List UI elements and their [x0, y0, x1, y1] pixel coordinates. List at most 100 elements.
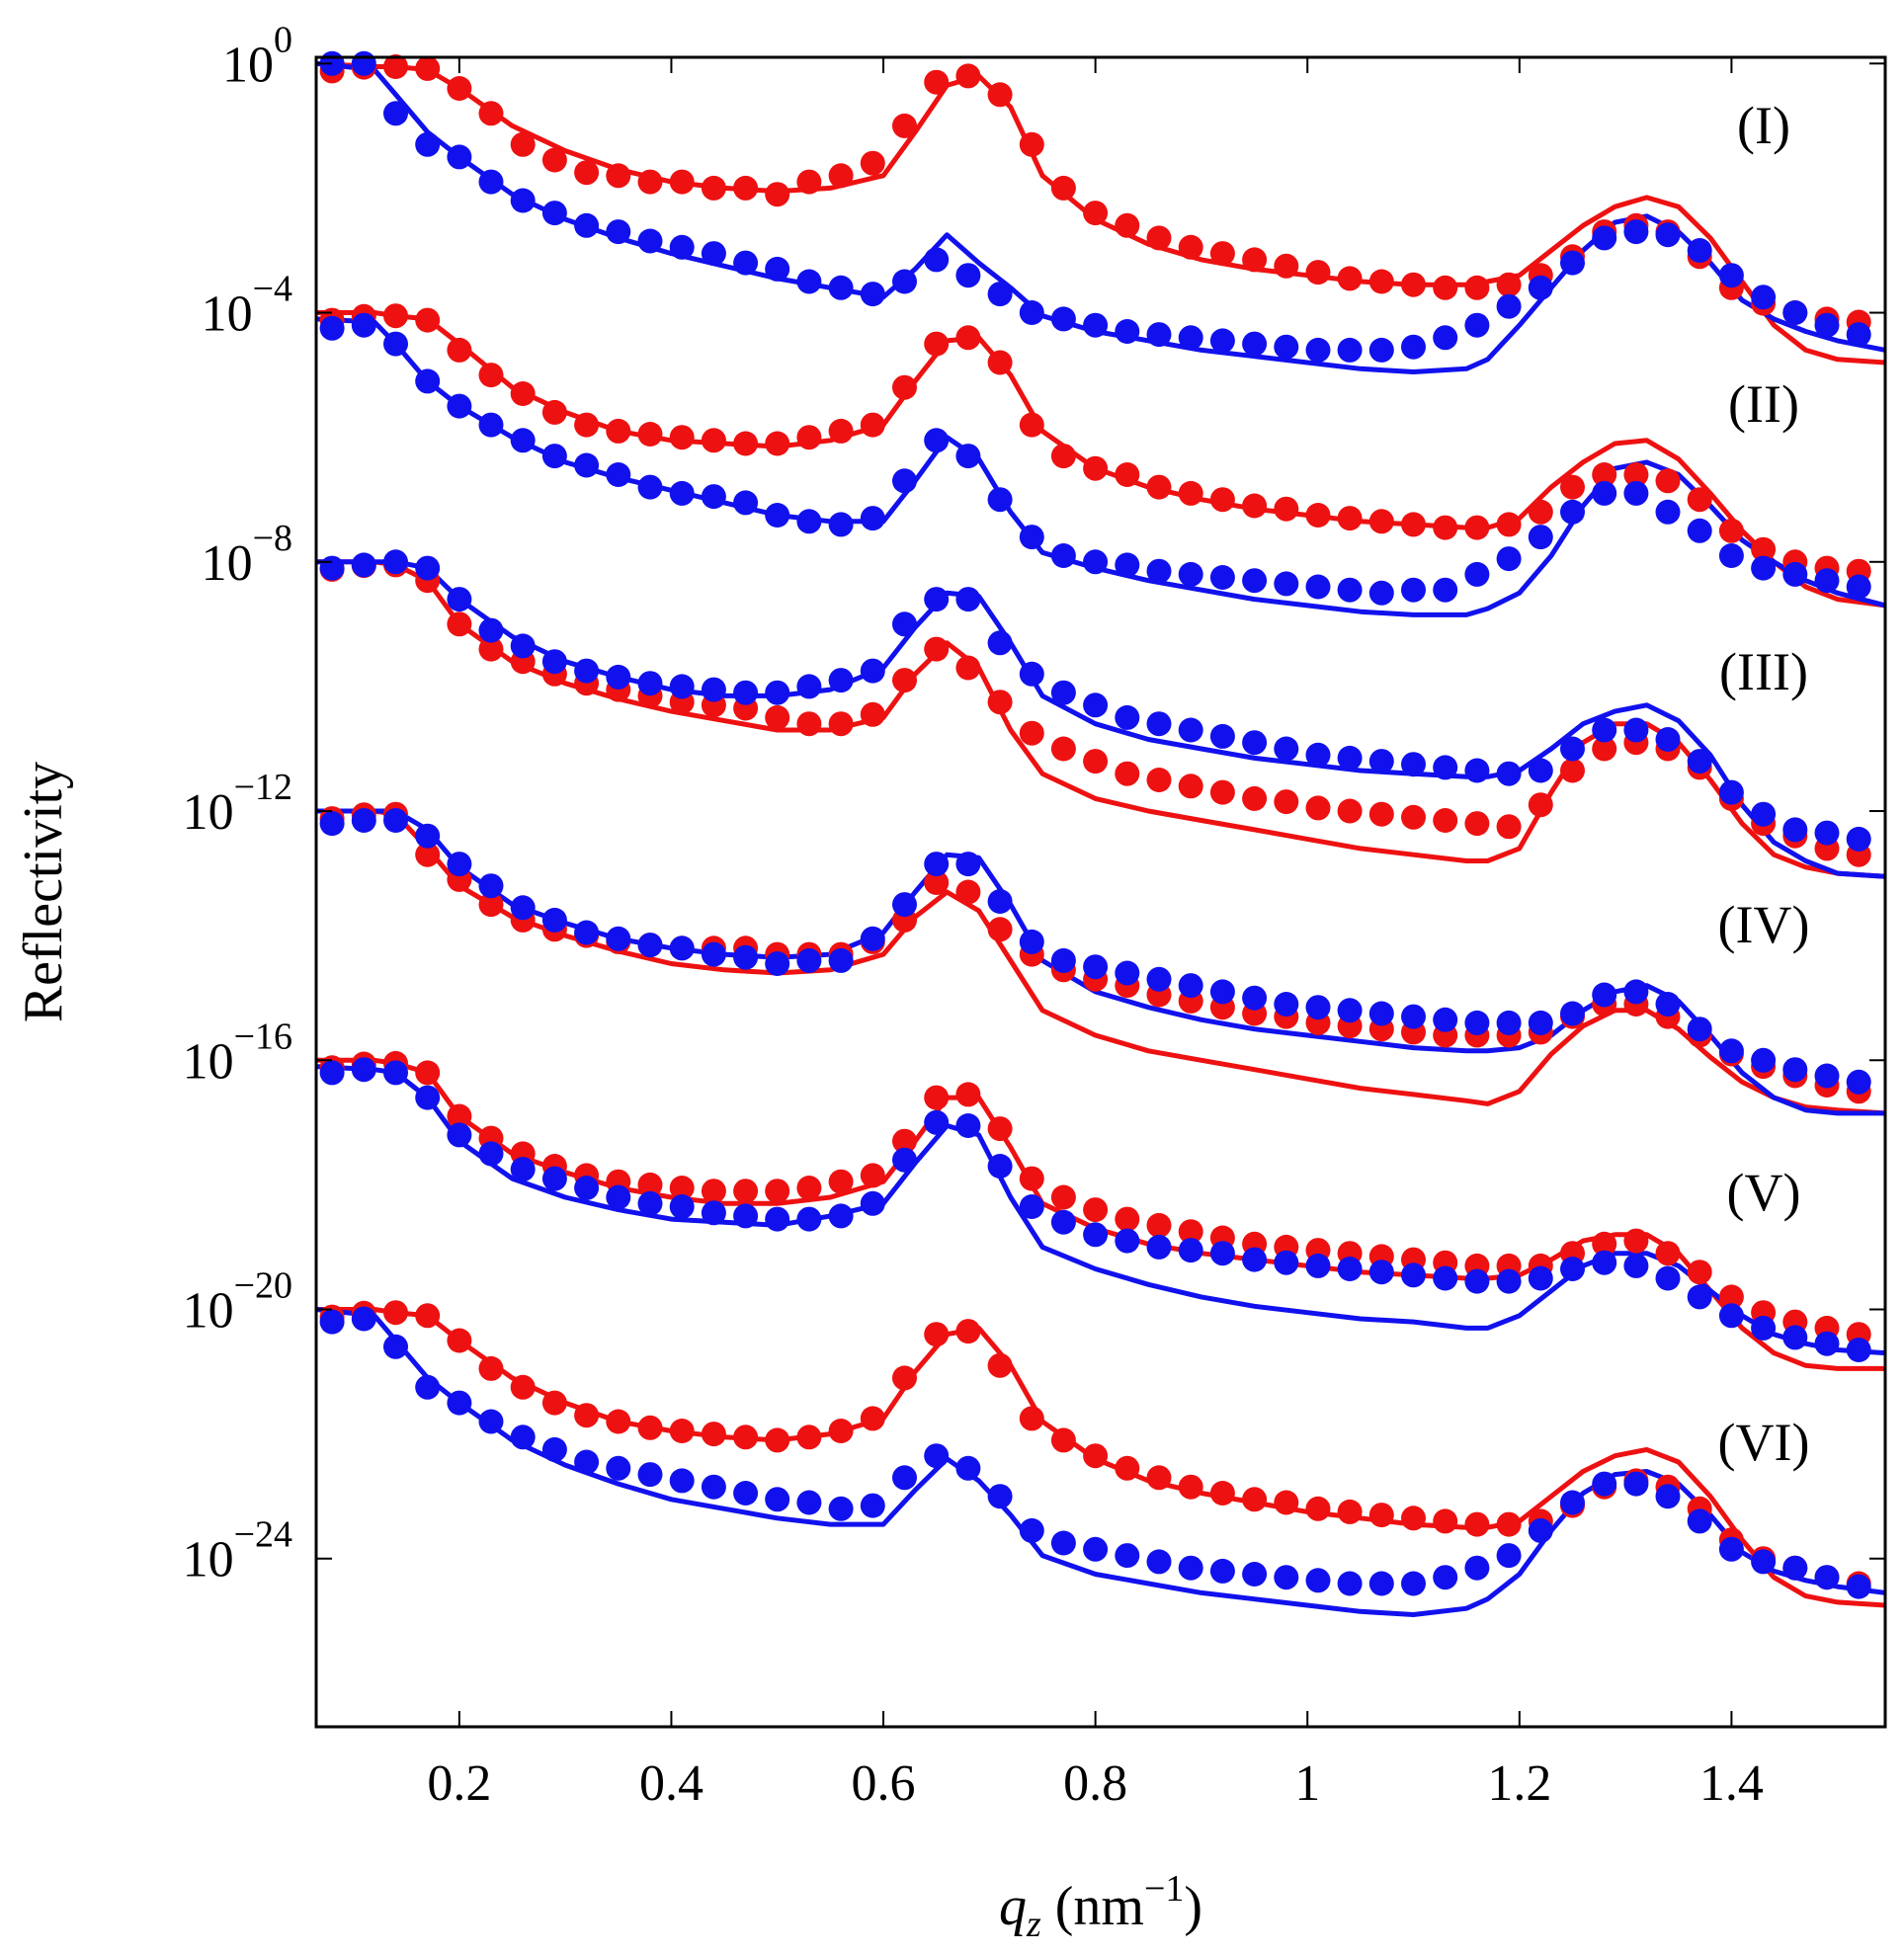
- data-point-blue-panel-2: [1368, 580, 1394, 606]
- data-point-blue-panel-3: [955, 587, 981, 612]
- data-point-blue-panel-6: [1050, 1530, 1076, 1556]
- data-point-blue-panel-3: [351, 552, 376, 578]
- data-point-blue-panel-5: [478, 1141, 504, 1167]
- data-point-blue-panel-2: [1464, 561, 1490, 587]
- y-tick-label: 10−8: [202, 518, 292, 592]
- data-point-red-panel-6: [796, 1425, 822, 1450]
- data-point-blue-panel-1: [955, 263, 981, 288]
- data-point-blue-panel-4: [1242, 985, 1268, 1011]
- data-point-blue-panel-2: [1274, 571, 1299, 597]
- data-point-blue-panel-2: [415, 368, 441, 394]
- data-point-blue-panel-3: [1337, 745, 1363, 771]
- data-point-red-panel-1: [1368, 269, 1394, 294]
- data-point-blue-panel-3: [1305, 742, 1331, 768]
- data-point-blue-panel-1: [1528, 275, 1553, 300]
- data-point-blue-panel-5: [669, 1194, 695, 1219]
- data-point-blue-panel-5: [1814, 1331, 1840, 1356]
- data-point-blue-panel-6: [1528, 1517, 1553, 1543]
- data-point-red-panel-2: [1751, 536, 1777, 562]
- data-point-blue-panel-6: [669, 1468, 695, 1494]
- data-point-blue-panel-6: [1115, 1543, 1140, 1569]
- data-point-blue-panel-6: [892, 1465, 917, 1491]
- data-point-red-panel-3: [1274, 789, 1299, 815]
- data-point-blue-panel-2: [796, 509, 822, 534]
- data-point-blue-panel-5: [1464, 1268, 1490, 1294]
- data-point-red-panel-2: [1178, 480, 1203, 506]
- data-point-red-panel-5: [1592, 1231, 1617, 1257]
- data-point-blue-panel-5: [1623, 1253, 1649, 1278]
- data-point-red-panel-6: [383, 1300, 408, 1326]
- data-point-blue-panel-6: [1846, 1574, 1871, 1599]
- data-point-red-panel-1: [1337, 266, 1363, 291]
- data-point-red-panel-2: [1115, 462, 1140, 487]
- data-point-blue-panel-6: [1146, 1549, 1172, 1575]
- data-point-blue-panel-6: [1019, 1517, 1044, 1543]
- data-point-red-panel-6: [828, 1419, 854, 1443]
- data-point-blue-panel-6: [1464, 1555, 1490, 1581]
- data-point-blue-panel-4: [1560, 1001, 1585, 1026]
- data-point-blue-panel-5: [701, 1200, 726, 1226]
- data-point-red-panel-6: [701, 1422, 726, 1447]
- data-point-blue-panel-2: [892, 468, 917, 494]
- x-tick-label: 0.2: [427, 1755, 491, 1812]
- y-tick-label: 10−20: [183, 1265, 292, 1340]
- data-point-blue-panel-6: [1274, 1565, 1299, 1590]
- data-point-blue-panel-1: [606, 219, 631, 245]
- data-point-red-panel-2: [828, 418, 854, 444]
- data-point-red-panel-1: [1496, 272, 1522, 297]
- x-axis-close: ): [1184, 1876, 1202, 1937]
- data-point-red-panel-3: [1433, 808, 1458, 833]
- data-point-blue-panel-5: [606, 1184, 631, 1210]
- data-point-blue-panel-1: [637, 228, 663, 254]
- data-point-blue-panel-6: [924, 1443, 950, 1469]
- data-point-red-panel-2: [765, 431, 790, 456]
- data-point-blue-panel-3: [1178, 717, 1203, 743]
- data-point-red-panel-6: [606, 1409, 631, 1434]
- data-point-blue-panel-3: [1146, 711, 1172, 737]
- data-point-blue-panel-3: [669, 674, 695, 699]
- data-point-red-panel-2: [1560, 474, 1585, 500]
- data-point-blue-panel-6: [351, 1306, 376, 1332]
- data-point-red-panel-4: [987, 917, 1013, 942]
- data-point-red-panel-5: [1623, 1228, 1649, 1254]
- data-point-red-panel-3: [1464, 811, 1490, 837]
- data-point-red-panel-2: [987, 350, 1013, 375]
- data-point-red-panel-1: [383, 54, 408, 79]
- data-point-blue-panel-2: [510, 428, 536, 453]
- data-point-blue-panel-4: [765, 951, 790, 976]
- data-point-red-panel-3: [447, 611, 472, 637]
- data-point-blue-panel-5: [1178, 1238, 1203, 1263]
- data-point-blue-panel-3: [860, 658, 885, 684]
- data-point-blue-panel-5: [1655, 1265, 1681, 1291]
- data-point-red-panel-1: [860, 150, 885, 176]
- data-point-red-panel-5: [1115, 1206, 1140, 1232]
- data-point-blue-panel-5: [1146, 1234, 1172, 1260]
- data-point-blue-panel-1: [765, 256, 790, 282]
- y-tick-label: 10−12: [183, 767, 292, 841]
- data-point-blue-panel-2: [765, 503, 790, 528]
- data-point-red-panel-6: [1464, 1511, 1490, 1537]
- data-point-blue-panel-6: [1083, 1536, 1109, 1562]
- data-point-red-panel-5: [1178, 1219, 1203, 1245]
- data-point-blue-panel-2: [828, 512, 854, 537]
- data-point-red-panel-3: [1560, 758, 1585, 783]
- data-point-blue-panel-6: [1560, 1490, 1585, 1515]
- data-point-blue-panel-4: [1019, 929, 1044, 954]
- data-point-red-panel-1: [606, 163, 631, 189]
- data-point-blue-panel-3: [1433, 755, 1458, 780]
- data-point-red-panel-2: [892, 374, 917, 400]
- data-point-blue-panel-4: [924, 852, 950, 877]
- panel-label-5: (V): [1727, 1163, 1801, 1222]
- data-point-red-panel-1: [1115, 212, 1140, 238]
- data-point-blue-panel-5: [510, 1157, 536, 1182]
- data-point-red-panel-5: [924, 1085, 950, 1110]
- data-point-blue-panel-3: [1751, 801, 1777, 827]
- panel-label-3: (III): [1719, 642, 1808, 701]
- data-point-blue-panel-3: [637, 671, 663, 696]
- data-point-blue-panel-3: [447, 587, 472, 612]
- panel-label-6: (VI): [1718, 1413, 1810, 1472]
- x-tick-label: 1: [1294, 1755, 1320, 1812]
- data-point-blue-panel-4: [351, 808, 376, 833]
- data-point-red-panel-3: [828, 711, 854, 737]
- data-point-red-panel-2: [669, 425, 695, 450]
